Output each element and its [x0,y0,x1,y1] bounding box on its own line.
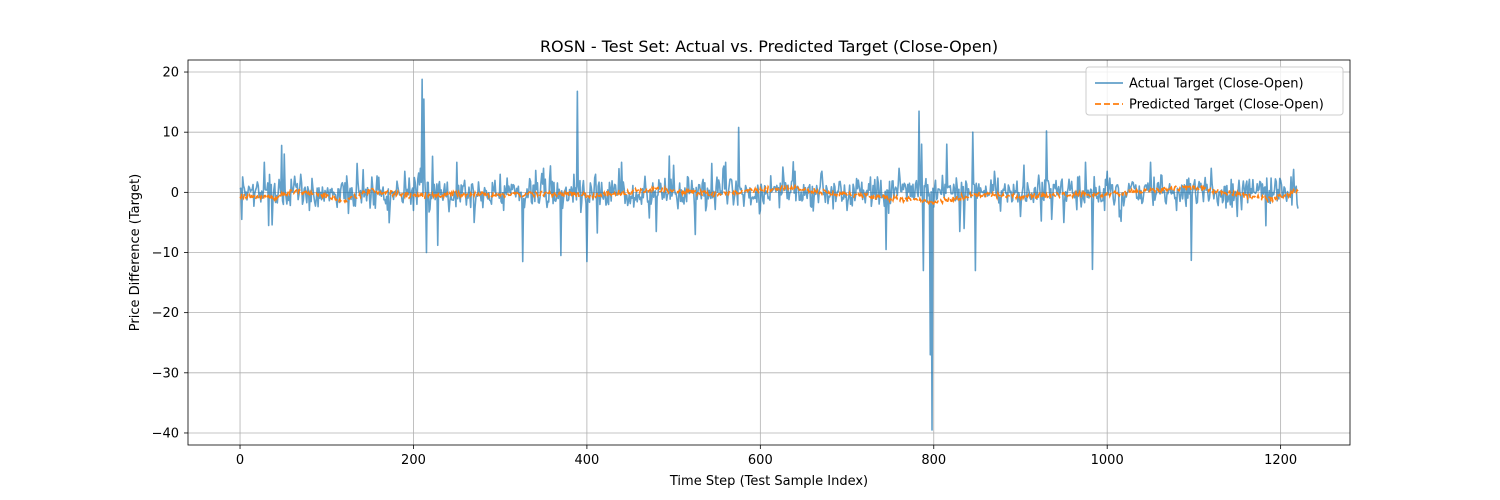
x-tick-label: 200 [401,453,426,468]
legend-box [1085,66,1344,116]
ticks: 0 200 400 600 800 1000 1200 −40 −30 −20 −10 0 10 20 [152,66,1298,468]
y-axis-title: Price Difference (Target) [128,174,143,331]
legend-label-actual: Actual Target (Close-Open) [1129,77,1304,92]
series-layer [239,78,1299,431]
y-tick-label: −40 [152,426,179,441]
x-tick-label: 0 [236,453,244,468]
legend-label-predicted: Predicted Target (Close-Open) [1129,98,1324,113]
x-tick-label: 1000 [1091,453,1124,468]
legend: Actual Target (Close-Open) Predicted Tar… [1085,66,1344,116]
y-tick-label: 20 [162,66,179,81]
x-tick-label: 400 [574,453,599,468]
y-tick-label: 10 [162,126,179,141]
x-tick-label: 1200 [1264,453,1297,468]
y-tick-label: −10 [152,246,179,261]
x-tick-label: 800 [921,453,946,468]
y-tick-label: −30 [152,366,179,381]
chart-title: ROSN - Test Set: Actual vs. Predicted Ta… [540,37,998,56]
x-tick-label: 600 [748,453,773,468]
x-axis-title: Time Step (Test Sample Index) [669,474,868,489]
y-tick-label: −20 [152,306,179,321]
grid [188,60,1350,445]
y-tick-label: 0 [171,186,179,201]
